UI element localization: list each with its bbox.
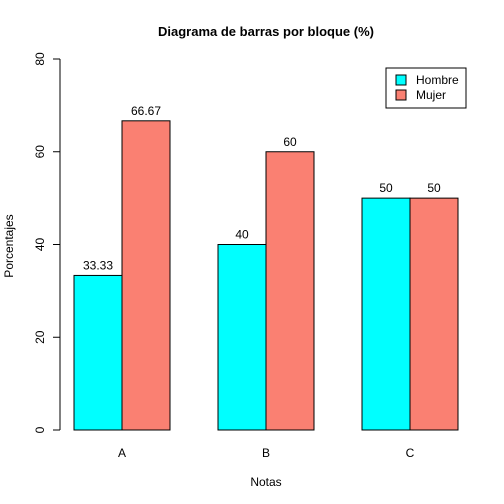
data-labels-group: 33.33 66.67 40 60 50 50 [83, 104, 441, 273]
legend-swatch-hombre [395, 74, 407, 86]
y-tick-label: 40 [33, 238, 47, 252]
x-tick-label-b: B [262, 446, 270, 460]
legend-swatch-mujer [395, 89, 407, 101]
y-axis: 0 20 40 60 80 [33, 52, 61, 433]
y-tick-label: 20 [33, 330, 47, 344]
y-tick-label: 60 [33, 145, 47, 159]
bar-hombre-a [73, 274, 123, 431]
data-label-hombre-c: 50 [379, 181, 393, 195]
y-tick-label: 80 [33, 52, 47, 66]
bars-group [73, 120, 459, 431]
data-label-mujer-a: 66.67 [131, 104, 161, 118]
bar-mujer-a [121, 120, 171, 431]
data-label-hombre-a: 33.33 [83, 258, 113, 272]
x-axis-label: Notas [250, 475, 281, 489]
y-tick-label: 0 [33, 426, 47, 433]
x-tick-labels-group: A B C [118, 446, 415, 460]
y-axis-label: Porcentajes [2, 214, 16, 277]
bar-mujer-c [409, 197, 459, 431]
x-tick-label-a: A [118, 446, 126, 460]
x-tick-label-c: C [406, 446, 415, 460]
bar-hombre-c [361, 197, 411, 431]
data-label-hombre-b: 40 [235, 228, 249, 242]
legend-label-hombre: Hombre [416, 73, 459, 87]
bar-hombre-b [217, 244, 267, 431]
chart-title: Diagrama de barras por bloque (%) [158, 24, 374, 39]
data-label-mujer-c: 50 [427, 181, 441, 195]
data-label-mujer-b: 60 [283, 135, 297, 149]
bar-mujer-b [265, 151, 315, 431]
legend-label-mujer: Mujer [416, 88, 446, 102]
